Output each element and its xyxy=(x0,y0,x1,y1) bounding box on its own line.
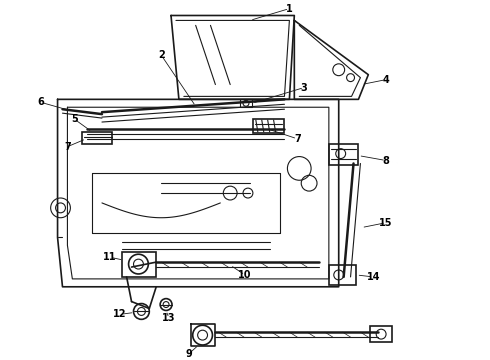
Bar xyxy=(240,99,252,107)
Bar xyxy=(253,119,285,133)
Text: 13: 13 xyxy=(162,313,176,323)
Text: 1: 1 xyxy=(286,4,293,14)
Text: 7: 7 xyxy=(64,142,71,152)
Text: 7: 7 xyxy=(294,134,301,144)
Text: 2: 2 xyxy=(158,50,165,60)
Text: 12: 12 xyxy=(113,309,126,319)
Text: 15: 15 xyxy=(379,218,393,228)
Bar xyxy=(122,252,156,277)
Bar xyxy=(329,265,357,285)
Bar xyxy=(370,326,392,342)
Text: 14: 14 xyxy=(367,272,380,282)
Text: 9: 9 xyxy=(185,349,192,359)
Text: 5: 5 xyxy=(71,114,78,124)
Text: 10: 10 xyxy=(238,270,252,280)
Text: 11: 11 xyxy=(103,252,117,262)
Text: 6: 6 xyxy=(37,97,44,107)
Bar xyxy=(82,132,112,144)
Text: 4: 4 xyxy=(383,75,390,85)
Bar xyxy=(329,144,359,166)
Text: 3: 3 xyxy=(301,82,308,93)
Text: 8: 8 xyxy=(383,156,390,166)
